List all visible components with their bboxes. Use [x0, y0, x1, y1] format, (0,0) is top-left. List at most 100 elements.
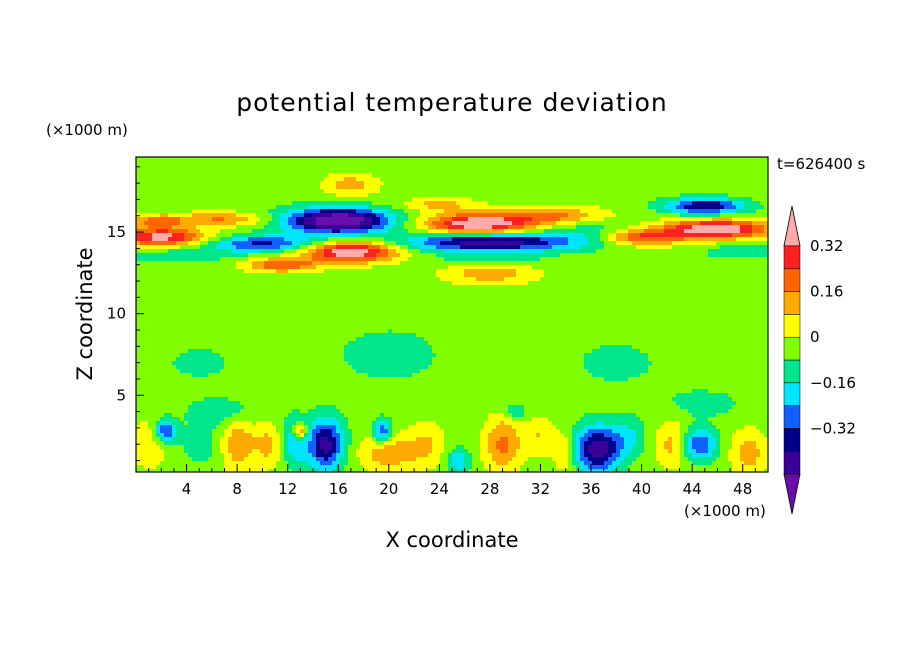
contour-cell	[520, 261, 525, 266]
contour-cell	[352, 273, 357, 278]
contour-cell	[152, 277, 157, 282]
contour-cell	[312, 165, 317, 170]
contour-cell	[740, 197, 745, 202]
contour-cell	[736, 209, 741, 214]
contour-cell	[692, 161, 697, 166]
contour-cell	[636, 277, 641, 282]
contour-cell	[204, 201, 209, 206]
contour-cell	[400, 277, 405, 282]
contour-cell	[724, 173, 729, 178]
contour-cell	[704, 193, 709, 198]
contour-cell	[552, 257, 557, 262]
contour-cell	[452, 213, 457, 218]
contour-cell	[340, 189, 345, 194]
contour-cell	[720, 233, 725, 238]
contour-cell	[144, 233, 149, 238]
contour-cell	[464, 225, 469, 230]
contour-cell	[652, 177, 657, 182]
contour-cell	[392, 233, 397, 238]
contour-cell	[660, 173, 665, 178]
contour-cell	[456, 257, 461, 262]
contour-cell	[248, 205, 253, 210]
contour-cell	[288, 225, 293, 230]
contour-cell	[724, 221, 729, 226]
contour-cell	[584, 193, 589, 198]
contour-cell	[308, 245, 313, 250]
contour-cell	[676, 169, 681, 174]
contour-cell	[284, 173, 289, 178]
contour-cell	[628, 165, 633, 170]
contour-cell	[240, 253, 245, 258]
contour-cell	[468, 269, 473, 274]
contour-cell	[412, 261, 417, 266]
contour-cell	[372, 257, 377, 262]
contour-cell	[276, 253, 281, 258]
contour-cell	[596, 157, 601, 162]
contour-cell	[648, 233, 653, 238]
contour-cell	[304, 157, 309, 162]
contour-cell	[656, 157, 661, 162]
contour-cell	[712, 173, 717, 178]
contour-cell	[196, 161, 201, 166]
contour-cell	[688, 237, 693, 242]
contour-cell	[732, 273, 737, 278]
contour-cell	[700, 193, 705, 198]
contour-cell	[624, 201, 629, 206]
contour-cell	[320, 241, 325, 246]
contour-cell	[280, 281, 285, 286]
contour-cell	[452, 233, 457, 238]
contour-cell	[560, 237, 565, 242]
contour-cell	[360, 177, 365, 182]
contour-cell	[684, 237, 689, 242]
contour-cell	[616, 205, 621, 210]
contour-cell	[676, 273, 681, 278]
contour-cell	[144, 245, 149, 250]
contour-cell	[332, 169, 337, 174]
contour-cell	[160, 241, 165, 246]
contour-cell	[616, 277, 621, 282]
contour-cell	[636, 229, 641, 234]
contour-cell	[272, 181, 277, 186]
contour-cell	[736, 269, 741, 274]
contour-cell	[564, 197, 569, 202]
contour-cell	[208, 245, 213, 250]
contour-cell	[504, 261, 509, 266]
contour-cell	[336, 241, 341, 246]
contour-cell	[148, 261, 153, 266]
contour-cell	[388, 181, 393, 186]
contour-cell	[232, 165, 237, 170]
contour-cell	[144, 201, 149, 206]
contour-cell	[580, 197, 585, 202]
contour-cell	[600, 213, 605, 218]
contour-cell	[284, 165, 289, 170]
contour-cell	[756, 217, 761, 222]
contour-cell	[564, 265, 569, 270]
contour-cell	[732, 201, 737, 206]
contour-cell	[488, 201, 493, 206]
contour-cell	[224, 165, 229, 170]
contour-cell	[184, 277, 189, 282]
contour-cell	[560, 273, 565, 278]
contour-cell	[212, 181, 217, 186]
contour-cell	[224, 157, 229, 162]
contour-cell	[164, 237, 169, 242]
contour-cell	[244, 161, 249, 166]
contour-cell	[684, 261, 689, 266]
contour-cell	[532, 221, 537, 226]
contour-cell	[512, 257, 517, 262]
contour-cell	[656, 237, 661, 242]
contour-cell	[356, 217, 361, 222]
contour-cell	[256, 269, 261, 274]
contour-cell	[432, 221, 437, 226]
contour-cell	[336, 201, 341, 206]
contour-cell	[292, 165, 297, 170]
contour-cell	[412, 157, 417, 162]
contour-cell	[352, 161, 357, 166]
contour-cell	[680, 205, 685, 210]
contour-cell	[472, 253, 477, 258]
contour-cell	[452, 169, 457, 174]
contour-cell	[556, 201, 561, 206]
contour-cell	[300, 253, 305, 258]
contour-cell	[336, 245, 341, 250]
contour-cell	[264, 209, 269, 214]
